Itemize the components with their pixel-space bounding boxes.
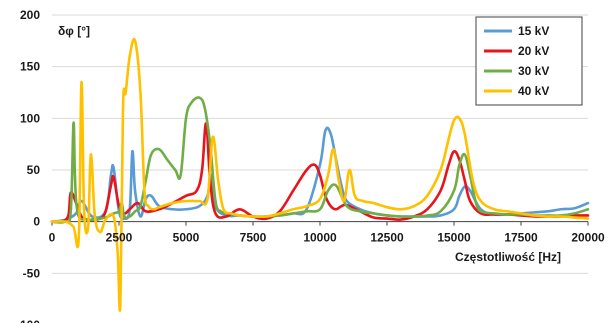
x-tick-label: 2500	[106, 231, 133, 245]
series-line-2	[50, 122, 590, 224]
x-tick-label: 0	[49, 231, 56, 245]
y-tick-label: 0	[33, 215, 40, 229]
legend-label: 30 kV	[518, 64, 549, 78]
axis-layer	[51, 221, 589, 226]
label-layer: δφ [°] Częstotliwość [Hz] 200 150 100 50 0 -5…	[16, 8, 605, 328]
y-tick-label: 50	[27, 163, 41, 177]
legend-label: 40 kV	[518, 84, 549, 98]
x-tick-label: 10000	[303, 231, 337, 245]
y-tick-label: 200	[20, 8, 40, 22]
x-axis-title: Częstotliwość [Hz]	[455, 250, 561, 264]
legend: 15 kV 20 kV 30 kV 40 kV	[475, 16, 583, 106]
y-tick-label: 150	[20, 60, 40, 74]
y-tick-label: -50	[23, 266, 41, 280]
y-axis-title: δφ [°]	[58, 24, 90, 38]
x-tick-label: 17500	[504, 231, 538, 245]
y-tick-label: -100	[16, 318, 40, 323]
x-tick-label: 12500	[370, 231, 404, 245]
x-tick-label: 15000	[437, 231, 471, 245]
y-tick-label: 100	[20, 111, 40, 125]
x-tick-label: 7500	[240, 231, 267, 245]
series-line-4	[50, 37, 590, 312]
x-tick-label: 20000	[571, 231, 605, 245]
series-layer	[50, 37, 590, 312]
x-tick-label: 5000	[173, 231, 200, 245]
legend-label: 20 kV	[518, 44, 549, 58]
legend-label: 15 kV	[518, 24, 549, 38]
